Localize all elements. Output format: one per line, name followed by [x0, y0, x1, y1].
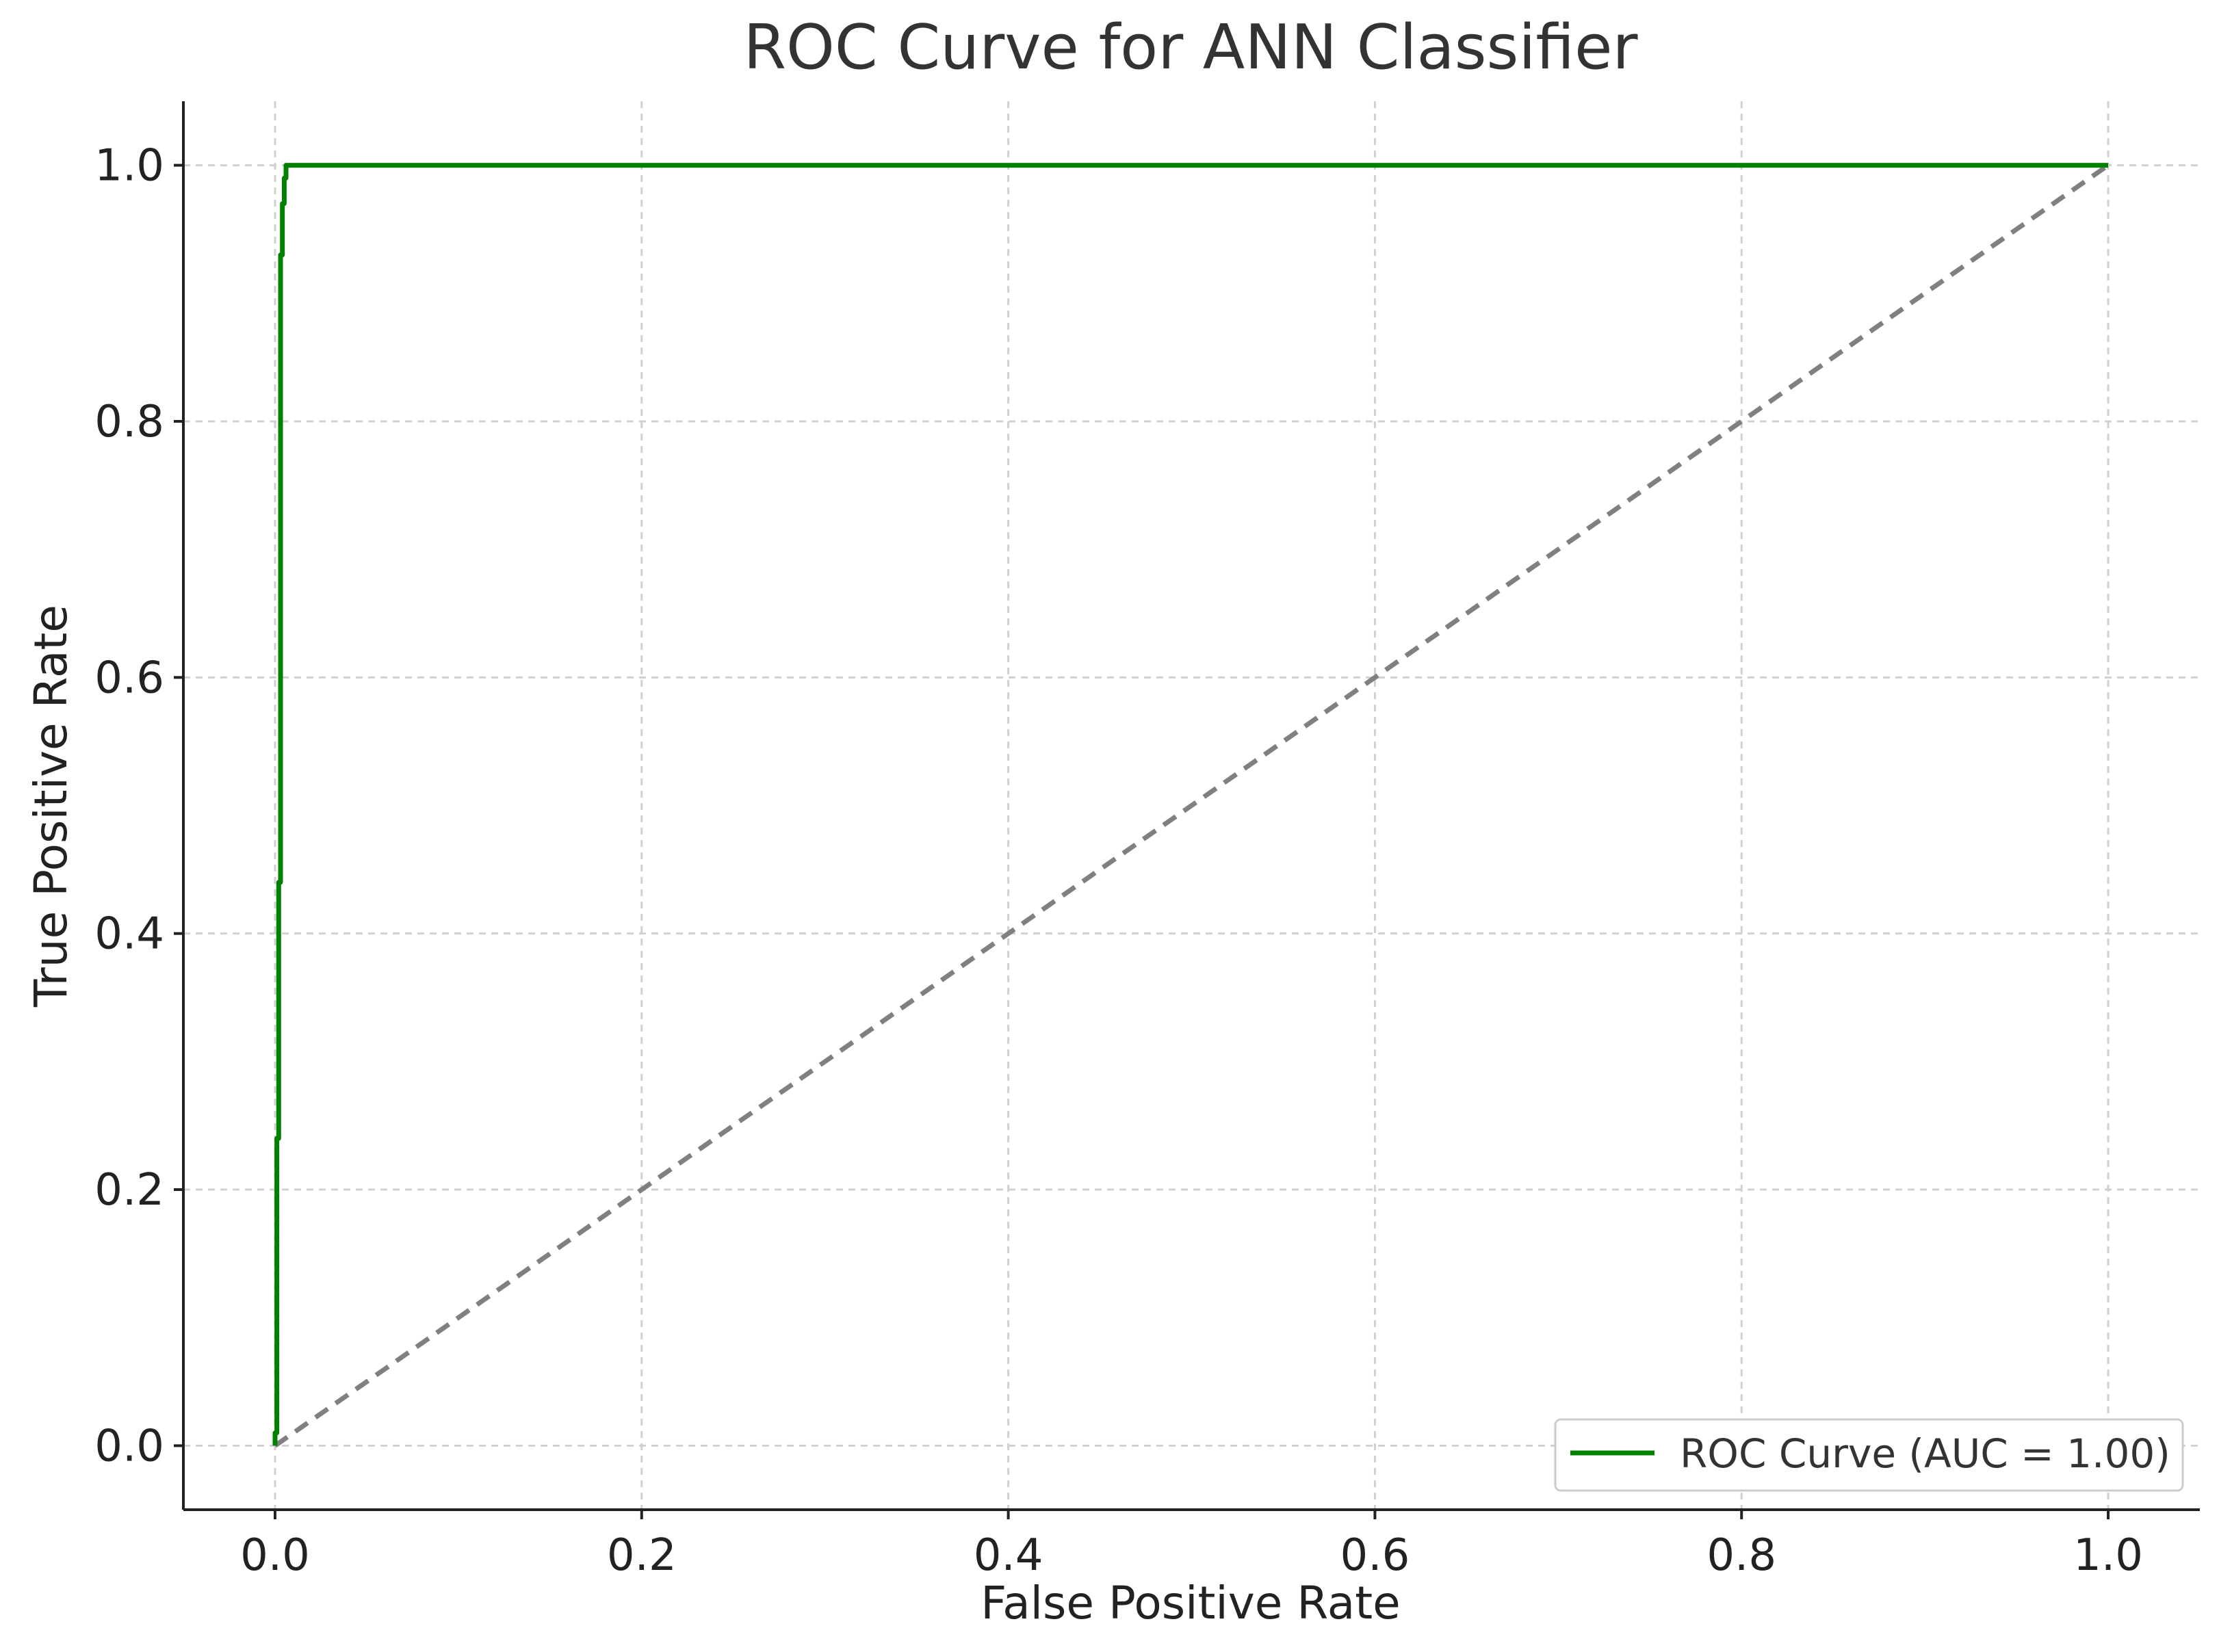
x-axis-label: False Positive Rate — [981, 1577, 1400, 1629]
legend-label: ROC Curve (AUC = 1.00) — [1680, 1430, 2170, 1477]
y-tick-label: 0.6 — [94, 653, 164, 703]
chart-title: ROC Curve for ANN Classifier — [744, 12, 1638, 83]
legend: ROC Curve (AUC = 1.00) — [1554, 1418, 2184, 1492]
legend-box — [1554, 1418, 2184, 1492]
axes — [174, 101, 2200, 1519]
y-axis-label: True Positive Rate — [25, 605, 77, 1008]
tick-labels: 0.0 0.2 0.4 0.6 0.8 1.0 0.0 0.2 0.4 0.6 0.8 1.0 — [94, 141, 2143, 1581]
series-group — [272, 163, 2110, 1448]
y-tick-label: 0.0 — [94, 1421, 164, 1471]
y-tick-label: 0.8 — [94, 397, 164, 447]
y-tick-label: 0.4 — [94, 909, 164, 960]
x-tick-label: 0.4 — [974, 1530, 1043, 1581]
x-tick-label: 0.2 — [607, 1530, 677, 1581]
x-tick-label: 0.0 — [240, 1530, 310, 1581]
roc-curve-line — [272, 163, 2108, 1446]
x-tick-label: 1.0 — [2073, 1530, 2143, 1581]
x-tick-label: 0.8 — [1707, 1530, 1776, 1581]
x-tick-label: 0.6 — [1340, 1530, 1410, 1581]
y-tick-label: 1.0 — [94, 141, 164, 192]
chance-diagonal-line — [273, 163, 2110, 1448]
y-tick-label: 0.2 — [94, 1165, 164, 1216]
